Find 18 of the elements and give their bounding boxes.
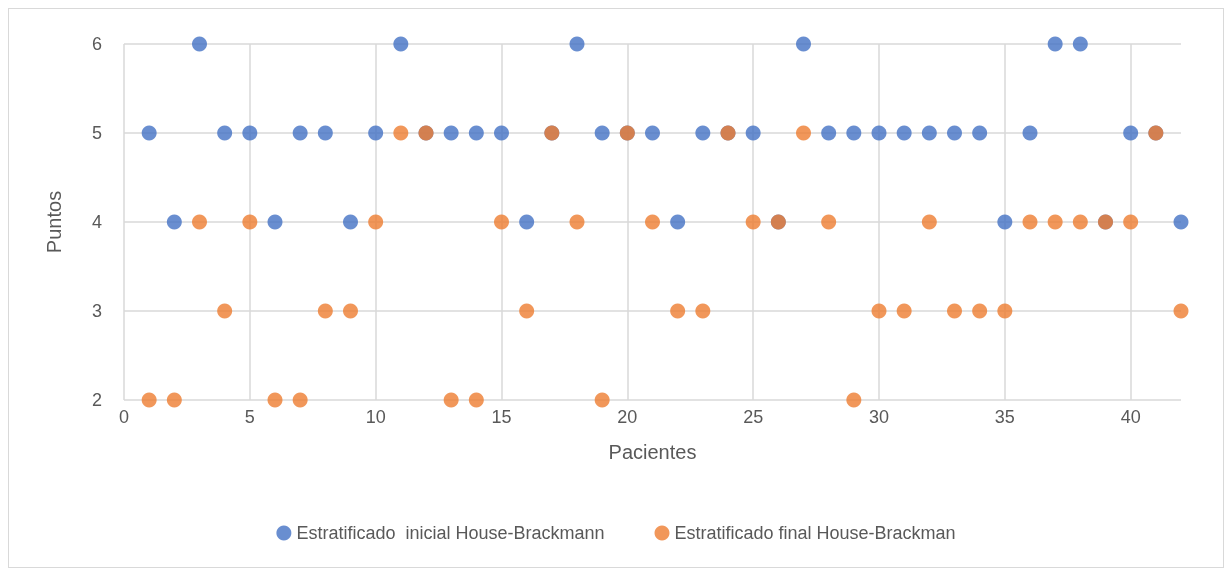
x-axis-title: Pacientes — [608, 441, 697, 463]
x-tick-label: 40 — [1120, 407, 1141, 427]
y-tick-label: 2 — [91, 390, 102, 410]
y-tick-label: 6 — [91, 34, 102, 54]
x-tick-label: 0 — [118, 407, 130, 427]
x-tick-label: 35 — [994, 407, 1015, 427]
legend-label: Estratificado inicial House-Brackmann — [296, 523, 605, 543]
y-tick-label: 4 — [91, 212, 102, 232]
y-tick-label: 5 — [91, 123, 102, 143]
y-tick-label: 3 — [91, 301, 102, 321]
x-tick-label: 20 — [617, 407, 638, 427]
y-axis-title: Puntos — [43, 190, 65, 254]
x-tick-label: 10 — [365, 407, 386, 427]
x-tick-label: 25 — [743, 407, 764, 427]
x-tick-label: 5 — [244, 407, 255, 427]
x-tick-label: 15 — [491, 407, 512, 427]
legend-label: Estratificado final House-Brackman — [674, 523, 956, 543]
x-tick-label: 30 — [868, 407, 890, 427]
